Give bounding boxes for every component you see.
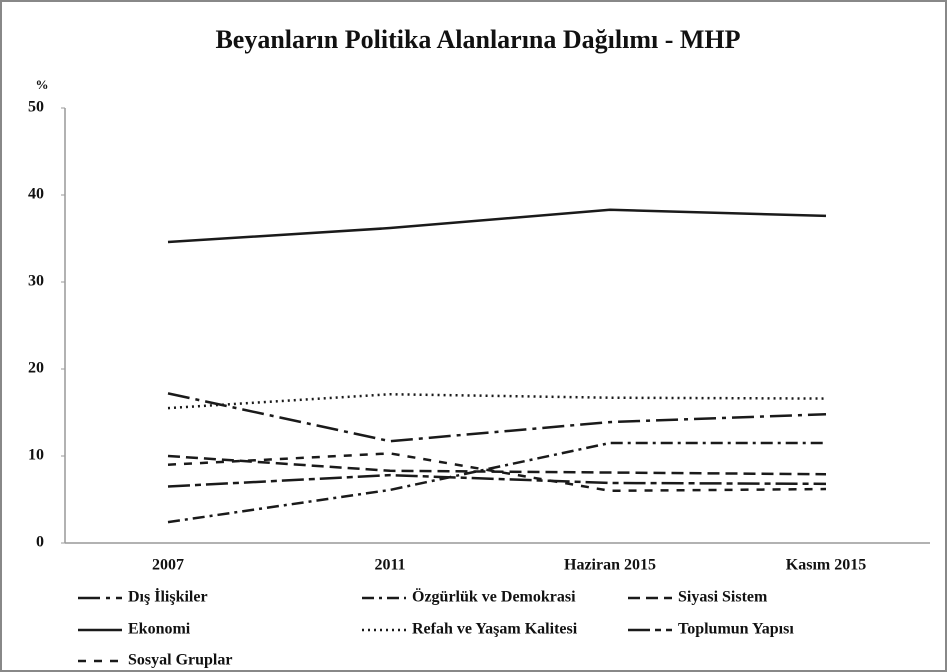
x-tick-label: 2007 [152,557,184,574]
legend-label: Siyasi Sistem [678,589,768,606]
series-line [167,473,827,488]
series-line [167,441,826,524]
y-tick-label: 0 [36,534,44,551]
series-line [167,454,827,476]
legend-label: Toplumun Yapısı [678,621,794,638]
y-tick-label: 50 [28,99,44,116]
y-axis-label: % [36,77,49,92]
y-tick-label: 40 [28,186,44,203]
legend-label: Özgürlük ve Demokrasi [412,588,576,606]
y-tick-label: 20 [28,360,44,377]
chart-title: Beyanların Politika Alanlarına Dağılımı … [215,25,740,54]
legend-label: Refah ve Yaşam Kalitesi [412,621,578,638]
series-line [167,208,827,244]
legend-label: Sosyal Gruplar [128,652,232,669]
x-tick-label: Kasım 2015 [786,557,866,574]
y-tick-label: 30 [28,273,44,290]
legend-label: Ekonomi [128,621,191,638]
legend-label: Dış İlişkiler [128,587,208,606]
x-tick-label: 2011 [374,557,405,574]
y-tick-label: 10 [28,447,44,464]
x-tick-label: Haziran 2015 [564,557,656,574]
